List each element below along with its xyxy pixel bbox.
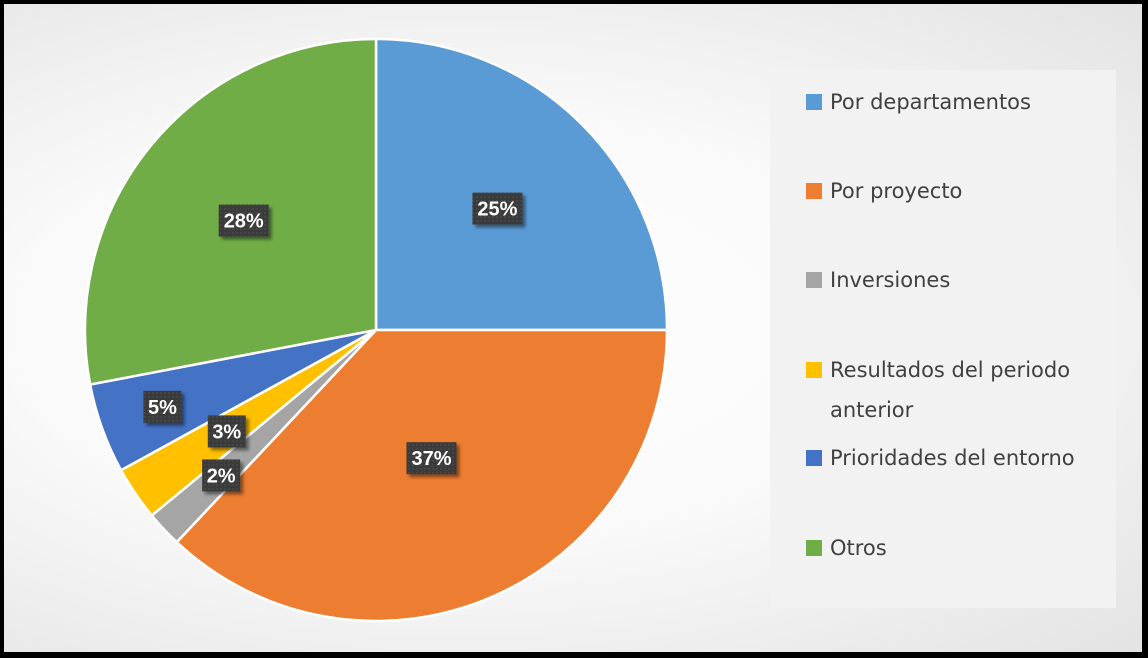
- data-label-box: [207, 415, 246, 448]
- legend-item-resultados-del-periodo-anterior: Resultados del periodo anterior: [806, 350, 1106, 430]
- data-label-text: 2%: [207, 465, 236, 487]
- data-label-text: 28%: [224, 211, 264, 233]
- data-label-box: [406, 442, 457, 475]
- data-label-text: 3%: [212, 421, 241, 443]
- legend-item-prioridades-del-entorno: Prioridades del entorno: [806, 438, 1106, 478]
- legend-swatch-por-proyecto: [806, 183, 822, 199]
- pie-chart: 25% 37% 2% 3% 5% 28%: [83, 37, 669, 623]
- legend-swatch-resultados-del-periodo-anterior: [806, 362, 822, 378]
- data-label-text: 25%: [477, 199, 517, 221]
- data-label-box: [202, 459, 241, 492]
- data-label-text: 5%: [148, 397, 177, 419]
- data-label-box: [218, 204, 269, 237]
- data-label-por-departamentos: 25%: [472, 192, 523, 225]
- data-label-resultados-del-periodo-anterior: 3%: [207, 415, 246, 448]
- legend-item-inversiones: Inversiones: [806, 260, 1106, 300]
- legend-item-otros: Otros: [806, 528, 1106, 568]
- legend-swatch-otros: [806, 540, 822, 556]
- data-label-box: [143, 390, 182, 423]
- legend-label: Inversiones: [830, 268, 951, 292]
- legend-swatch-inversiones: [806, 272, 822, 288]
- pie-slice-por-departamentos: [374, 37, 669, 332]
- legend-label: Resultados del periodo anterior: [830, 358, 1071, 422]
- data-label-inversiones: 2%: [202, 459, 241, 492]
- data-label-por-proyecto: 37%: [406, 442, 457, 475]
- legend-label: Por departamentos: [830, 90, 1031, 114]
- legend-label: Por proyecto: [830, 179, 963, 203]
- legend-swatch-por-departamentos: [806, 94, 822, 110]
- legend-label: Otros: [830, 536, 887, 560]
- legend-label: Prioridades del entorno: [830, 446, 1075, 470]
- data-label-text: 37%: [411, 448, 451, 470]
- legend-item-por-departamentos: Por departamentos: [806, 82, 1106, 122]
- data-label-prioridades-del-entorno: 5%: [143, 390, 182, 423]
- data-label-otros: 28%: [218, 204, 269, 237]
- pie-slice-por-proyecto: [175, 328, 669, 623]
- data-label-box: [472, 192, 523, 225]
- legend-item-por-proyecto: Por proyecto: [806, 171, 1106, 211]
- chart-frame: 25% 37% 2% 3% 5% 28% Por departamentos Por pr…: [4, 4, 1142, 652]
- legend-swatch-prioridades-del-entorno: [806, 450, 822, 466]
- legend: Por departamentos Por proyecto Inversion…: [770, 70, 1116, 608]
